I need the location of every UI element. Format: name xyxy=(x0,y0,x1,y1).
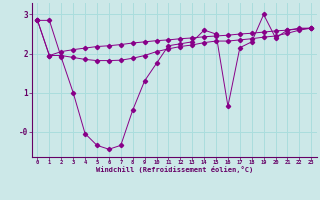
X-axis label: Windchill (Refroidissement éolien,°C): Windchill (Refroidissement éolien,°C) xyxy=(96,166,253,173)
